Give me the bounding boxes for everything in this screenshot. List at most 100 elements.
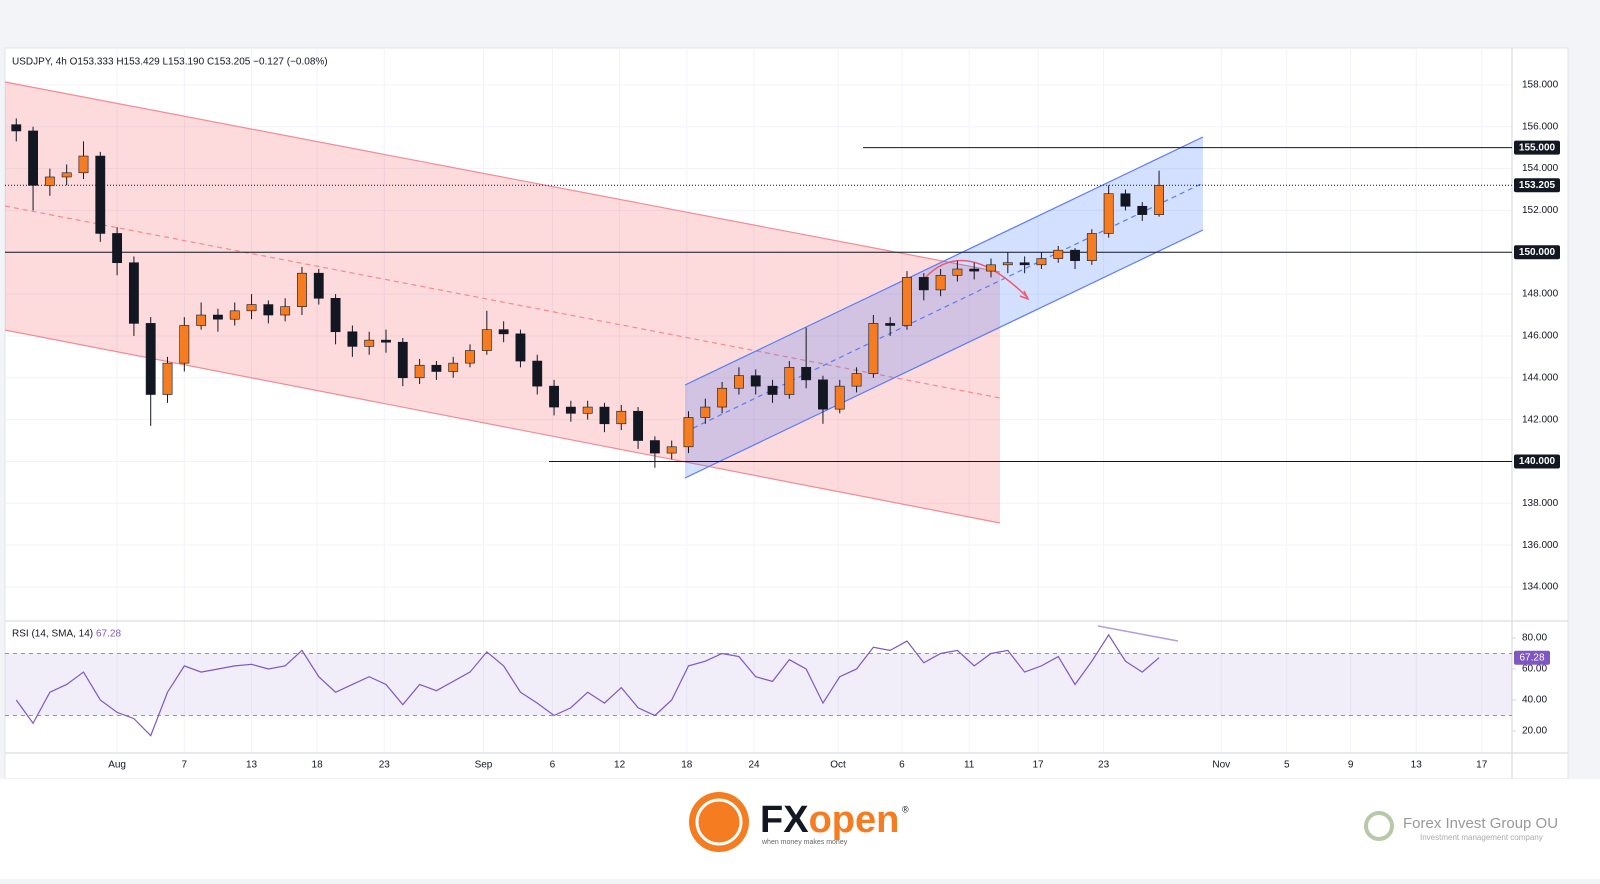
x-tick-label: Aug	[108, 760, 126, 771]
candle-body	[717, 387, 728, 408]
x-tick-label: 23	[1098, 760, 1110, 771]
candle-body	[297, 272, 307, 307]
x-tick-label: Oct	[830, 760, 846, 771]
candle-body	[1070, 249, 1080, 261]
candle-body	[969, 268, 980, 272]
x-tick-label: 11	[964, 760, 975, 771]
logo-reg: ®	[902, 804, 909, 814]
company-emblem	[1364, 811, 1394, 841]
rsi-band	[5, 653, 1512, 716]
candle-body	[868, 323, 879, 374]
x-tick-label: 9	[1348, 760, 1354, 771]
rsi-last-box	[1514, 650, 1550, 665]
logo-open: open	[809, 799, 900, 841]
rsi-tick-label: 80.00	[1522, 633, 1547, 644]
up-channel-top	[684, 136, 1204, 386]
candle-body	[414, 364, 425, 379]
rsi-value: 67.28	[96, 629, 121, 640]
company-logo: Forex Invest Group OU Investment managem…	[1364, 811, 1558, 842]
candle-body	[582, 406, 593, 414]
candle-body	[364, 339, 375, 347]
candle-body	[818, 379, 828, 410]
drawings	[4, 81, 1204, 642]
candle-body	[95, 155, 106, 234]
candle-body	[162, 362, 173, 395]
candle-body	[649, 440, 660, 454]
logo-fx: FX	[760, 799, 809, 841]
logo-emblem-ring	[695, 798, 743, 846]
candle-body	[1154, 185, 1164, 215]
company-sub: Investment management company	[1420, 833, 1543, 842]
last-price-box	[1514, 178, 1560, 193]
y-tick-label: 134.000	[1522, 582, 1559, 593]
symbol-header: USDJPY, 4h O153.333 H153.429 L153.190 C1…	[12, 57, 328, 68]
down-channel-top	[4, 81, 1001, 273]
y-tick-label: 146.000	[1522, 331, 1559, 342]
x-tick-label: 6	[550, 760, 556, 771]
candle-body	[616, 410, 627, 425]
y-tick-label: 138.000	[1522, 498, 1559, 509]
y-tick-label: 144.000	[1522, 372, 1559, 383]
candle-body	[61, 172, 72, 178]
x-tick-label: 13	[246, 760, 258, 771]
candle-body	[431, 364, 442, 372]
candle-body	[549, 385, 559, 408]
candle-body	[767, 385, 778, 395]
candle-body	[1036, 258, 1047, 266]
x-tick-label: Nov	[1212, 760, 1230, 771]
candle-body	[280, 306, 291, 316]
projection-arrow	[924, 259, 1029, 299]
candle-body	[112, 233, 123, 264]
candle-body	[515, 333, 526, 362]
y-tick-label: 152.000	[1522, 205, 1559, 216]
candle-body	[330, 297, 341, 333]
company-name: Forex Invest Group OU	[1403, 815, 1558, 832]
level-label: 155.000	[1519, 142, 1556, 153]
x-tick-label: 12	[614, 760, 626, 771]
x-tick-label: 18	[312, 760, 324, 771]
x-tick-label: 13	[1411, 760, 1423, 771]
candle-body	[885, 323, 896, 326]
candle-body	[11, 124, 22, 132]
rsi-tick-label: 40.00	[1522, 695, 1547, 706]
level-label-box	[1514, 140, 1560, 155]
y-tick-label: 136.000	[1522, 540, 1559, 551]
candle-body	[481, 329, 492, 351]
rsi-divergence	[1097, 625, 1179, 642]
level-label: 140.000	[1519, 456, 1556, 467]
down-channel-mid	[4, 205, 1001, 399]
y-tick-label: 148.000	[1522, 289, 1559, 300]
footer-logo: FXopen ® when money makes money	[689, 792, 909, 852]
candle-body	[784, 367, 795, 395]
candle-body	[179, 325, 190, 364]
x-tick-label: 7	[182, 760, 188, 771]
x-tick-label: 23	[379, 760, 391, 771]
candle-body	[834, 385, 845, 410]
candle-body	[683, 417, 694, 448]
candle-body	[565, 406, 576, 414]
candle-body	[397, 341, 408, 379]
candle-body	[347, 331, 358, 347]
candle-body	[801, 367, 812, 381]
candle-body	[1019, 262, 1030, 266]
candle-body	[196, 314, 207, 326]
candle-body	[448, 362, 459, 372]
x-tick-label: 17	[1476, 760, 1488, 771]
rsi-last-label: 67.28	[1519, 652, 1544, 663]
candle-body	[1002, 262, 1013, 266]
candle-body	[28, 130, 38, 186]
candle-body	[263, 304, 274, 316]
candle-body	[1086, 233, 1097, 261]
candle-body	[952, 268, 963, 276]
footer-panel	[0, 779, 1600, 879]
candle-body	[633, 410, 644, 441]
candle-body	[851, 373, 862, 387]
candle-body	[935, 274, 946, 291]
candle-body	[750, 375, 761, 387]
candle-body	[1053, 249, 1064, 259]
candle-body	[229, 310, 240, 320]
last-price-label: 153.205	[1519, 180, 1556, 191]
candle-body	[666, 446, 677, 454]
